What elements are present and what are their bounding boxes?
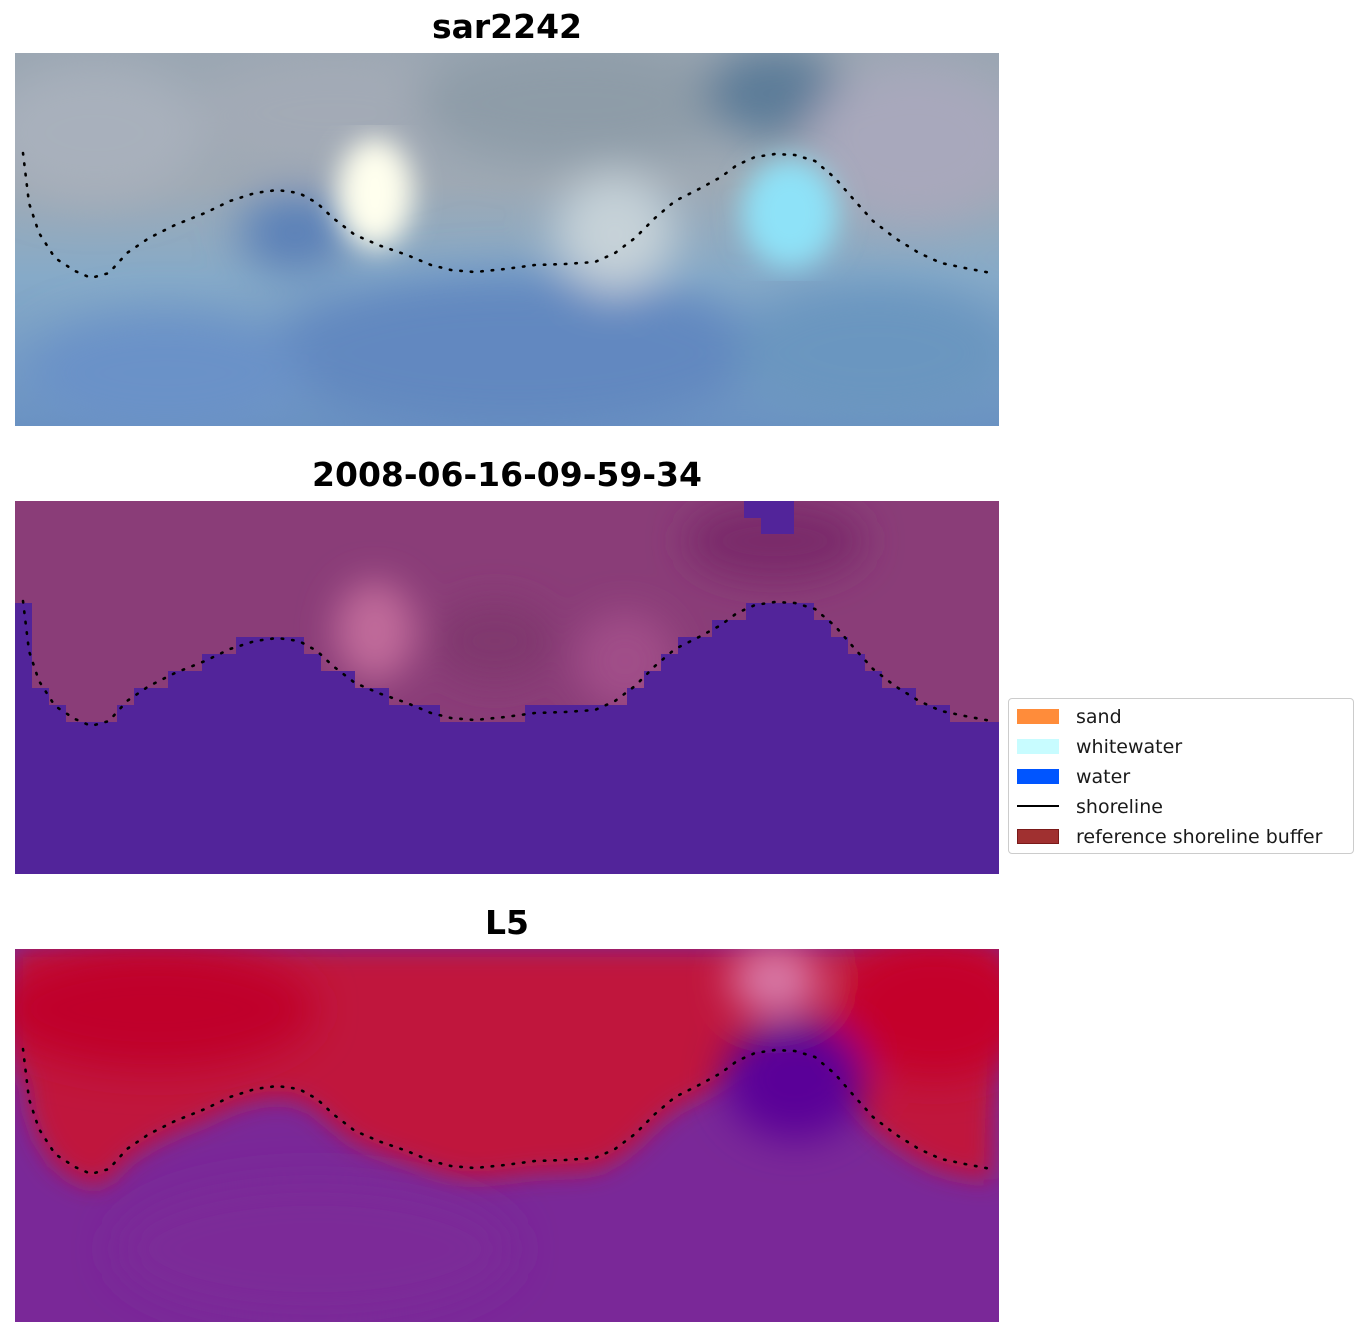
panel-title-index: L5	[485, 903, 529, 942]
shoreline-trace	[21, 599, 993, 728]
legend: sand whitewater water shoreline referenc…	[1008, 698, 1354, 854]
legend-item-shoreline: shoreline	[1009, 792, 1353, 820]
shoreline-line-icon	[1017, 805, 1059, 807]
shoreline-trace	[21, 1047, 993, 1176]
legend-label: whitewater	[1076, 736, 1183, 758]
index-image-panel	[15, 949, 999, 1322]
water-class-region	[15, 603, 999, 874]
whitewater-swatch	[1017, 739, 1059, 754]
rgb-image-panel	[15, 53, 999, 426]
panel-title-rgb: sar2242	[431, 7, 583, 46]
reference-buffer-swatch	[1017, 829, 1059, 844]
legend-item-reference-buffer: reference shoreline buffer	[1009, 822, 1353, 850]
classified-image-panel	[15, 501, 999, 874]
water-swatch	[1017, 769, 1059, 784]
legend-label: water	[1076, 766, 1131, 788]
legend-label: reference shoreline buffer	[1076, 826, 1323, 848]
legend-item-sand: sand	[1009, 702, 1353, 730]
legend-label: shoreline	[1076, 796, 1163, 818]
legend-item-whitewater: whitewater	[1009, 732, 1353, 760]
panel-title-classified: 2008-06-16-09-59-34	[312, 455, 702, 494]
shoreline-trace	[21, 151, 993, 280]
sand-swatch	[1017, 709, 1059, 724]
legend-item-water: water	[1009, 762, 1353, 790]
legend-label: sand	[1076, 706, 1122, 728]
